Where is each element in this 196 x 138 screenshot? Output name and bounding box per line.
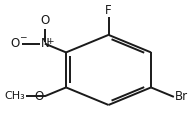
Text: F: F (105, 4, 112, 17)
Text: Br: Br (175, 90, 188, 103)
Text: O: O (10, 37, 19, 50)
Text: −: − (19, 32, 27, 41)
Text: O: O (35, 90, 44, 103)
Text: N: N (40, 37, 49, 50)
Text: O: O (40, 14, 49, 27)
Text: CH₃: CH₃ (4, 91, 25, 101)
Text: +: + (46, 37, 53, 46)
